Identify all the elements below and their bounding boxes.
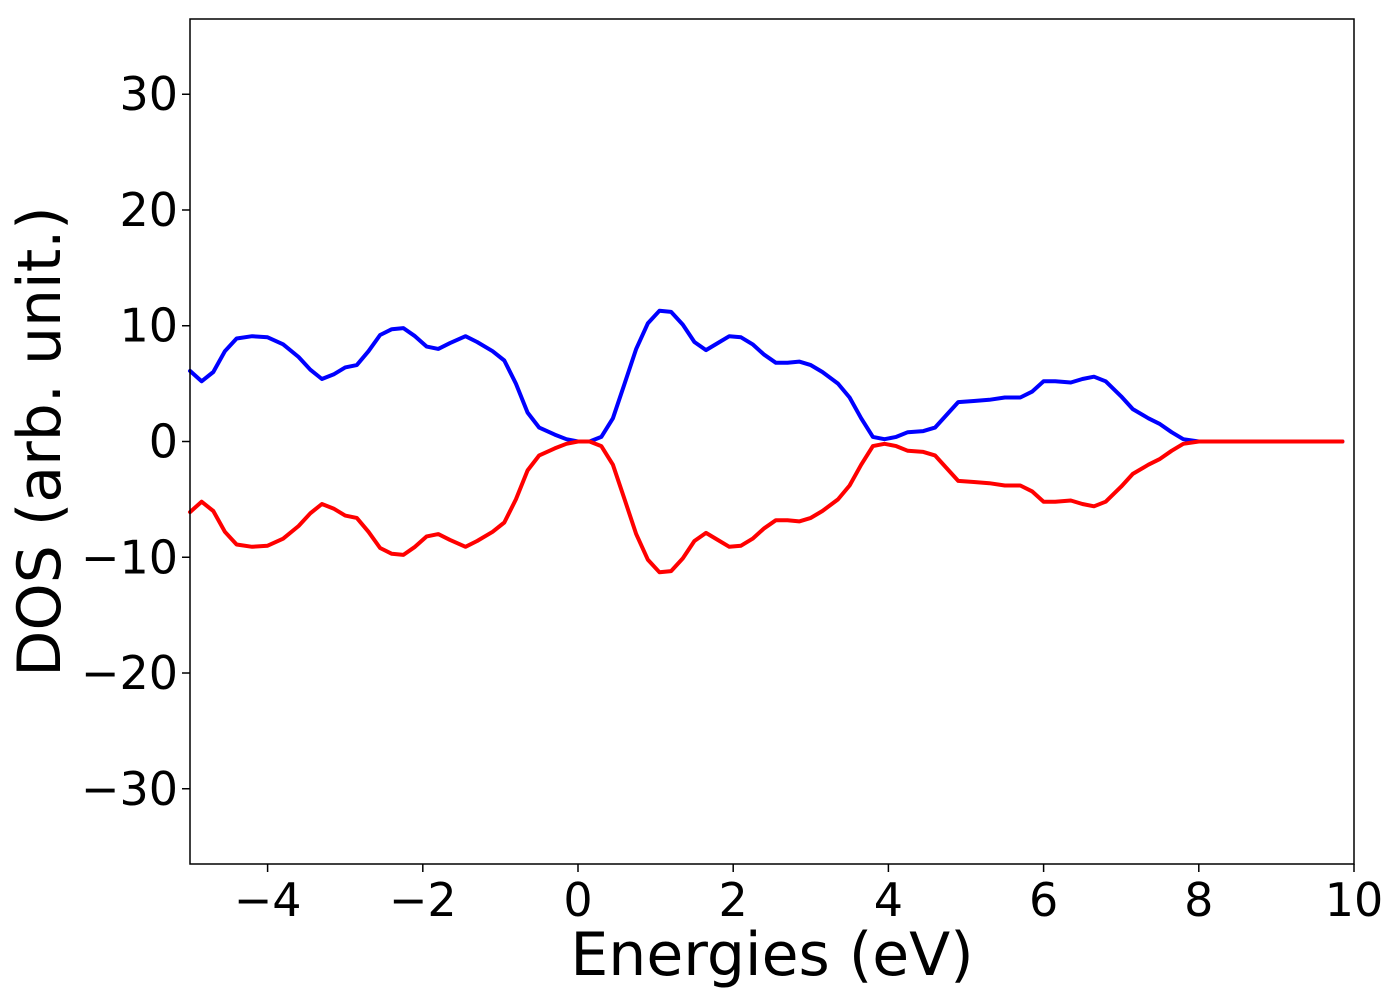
- y-tick-label: −30: [81, 762, 178, 816]
- y-tick-label: 20: [119, 183, 178, 237]
- dos-series-1: [188, 439, 1345, 575]
- y-axis-ticks: 30 20 10 0 −10 −20 −30: [81, 67, 190, 816]
- y-tick-label: −20: [81, 646, 178, 700]
- y-tick-label: 10: [119, 299, 178, 353]
- x-axis-ticks: −4 −2 0 2 4 6 8 10: [234, 864, 1384, 927]
- y-tick-label: 0: [149, 415, 178, 469]
- y-tick-label: 30: [119, 67, 178, 121]
- x-axis-title: Energies (eV): [570, 920, 973, 990]
- x-tick-label: 10: [1325, 873, 1384, 927]
- dos-series-0: [188, 308, 1345, 444]
- x-tick-label: −4: [234, 873, 302, 927]
- x-tick-label: 8: [1184, 873, 1213, 927]
- x-tick-label: 2: [719, 873, 748, 927]
- x-tick-label: 4: [874, 873, 903, 927]
- y-tick-label: −10: [81, 530, 178, 584]
- series-layer: [188, 308, 1345, 575]
- x-tick-label: 0: [563, 873, 592, 927]
- x-tick-label: 6: [1029, 873, 1058, 927]
- x-tick-label: −2: [389, 873, 457, 927]
- y-axis-title: DOS (arb. unit.): [5, 206, 75, 676]
